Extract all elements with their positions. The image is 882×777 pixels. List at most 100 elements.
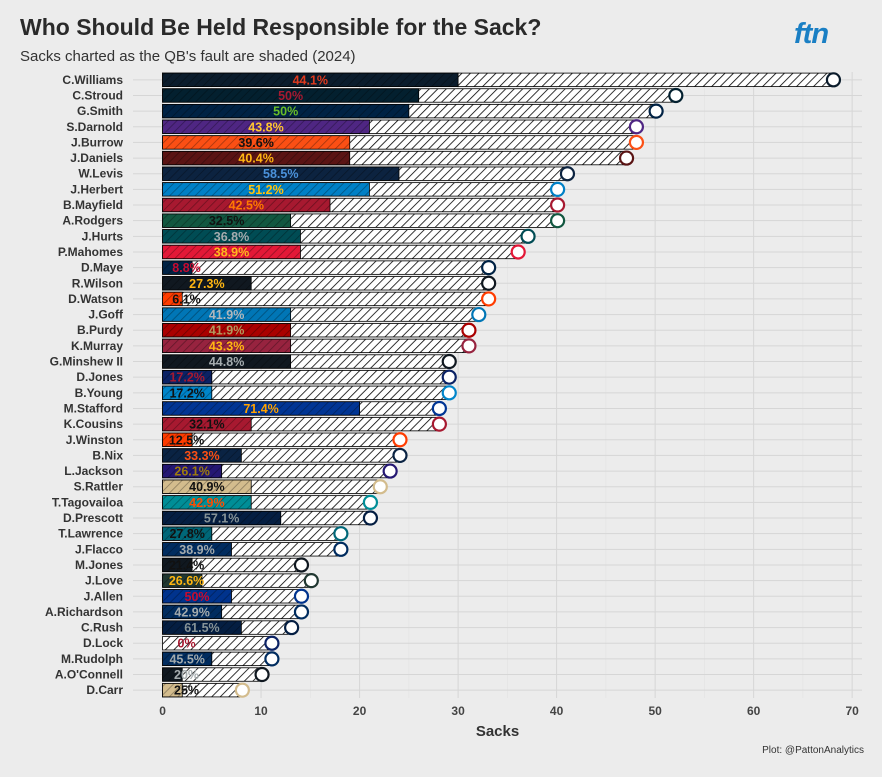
team-logo-icon xyxy=(431,416,447,432)
qb-fault-bar-hatch xyxy=(162,229,301,244)
team-logo-icon xyxy=(510,244,526,260)
x-tick-label: 10 xyxy=(254,704,268,718)
percent-data-label: 27.3% xyxy=(189,277,224,291)
y-tick-label: C.Rush xyxy=(81,621,123,635)
percent-data-label: 20% xyxy=(174,668,199,682)
team-logo-icon xyxy=(333,541,349,557)
percent-data-label: 17.2% xyxy=(169,371,204,385)
percent-data-label: 44.1% xyxy=(293,73,328,87)
team-logo-icon xyxy=(362,510,379,526)
y-tick-label: S.Darnold xyxy=(66,120,123,134)
y-tick-label: D.Jones xyxy=(76,370,123,384)
y-tick-label: K.Murray xyxy=(71,339,123,353)
qb-fault-bar-hatch xyxy=(162,386,212,400)
percent-data-label: 41.9% xyxy=(209,324,244,338)
qb-fault-bar-hatch xyxy=(162,307,291,322)
percent-data-label: 50% xyxy=(273,105,298,119)
y-tick-label: A.Richardson xyxy=(45,605,123,619)
qb-fault-bar-hatch xyxy=(162,464,222,478)
y-tick-label: J.Allen xyxy=(84,589,123,603)
team-logo-icon xyxy=(392,432,408,448)
chart-title: Who Should Be Held Responsible for the S… xyxy=(20,14,542,40)
qb-fault-bar-hatch xyxy=(162,354,291,369)
qb-fault-bar-hatch xyxy=(162,88,419,103)
qb-fault-bar-hatch xyxy=(162,151,350,165)
percent-data-label: 8.8% xyxy=(172,261,201,275)
y-tick-label: M.Rudolph xyxy=(61,652,123,666)
team-logo-icon xyxy=(392,447,408,464)
team-logo-icon xyxy=(293,557,310,573)
percent-data-label: 42.9% xyxy=(189,496,224,510)
qb-fault-bar-hatch xyxy=(162,166,399,181)
y-tick-label: D.Maye xyxy=(81,261,123,275)
qb-fault-bar-hatch xyxy=(162,589,232,604)
percent-data-label: 50% xyxy=(278,89,303,103)
team-logo-icon xyxy=(431,400,447,417)
percent-data-label: 42.5% xyxy=(229,199,264,213)
team-logo-icon xyxy=(668,87,684,104)
total-sacks-bar xyxy=(162,260,489,275)
team-logo-icon xyxy=(481,275,497,291)
total-sacks-bar xyxy=(162,291,489,307)
y-tick-label: K.Cousins xyxy=(64,417,124,431)
ftn-logo: ftn xyxy=(794,18,829,50)
team-logo-icon xyxy=(471,306,487,323)
qb-fault-bar-hatch xyxy=(162,542,232,557)
qb-fault-bar-hatch xyxy=(162,182,370,197)
y-tick-label: S.Rattler xyxy=(74,480,124,494)
qb-fault-bar-hatch xyxy=(162,292,183,306)
team-logo-icon xyxy=(234,682,250,698)
percent-data-label: 33.3% xyxy=(184,449,219,463)
team-logo-icon xyxy=(254,666,270,683)
x-tick-label: 50 xyxy=(648,704,662,718)
y-tick-label: G.Smith xyxy=(77,104,123,118)
qb-fault-bar-hatch xyxy=(162,558,193,572)
y-tick-label: M.Jones xyxy=(75,558,123,572)
percent-data-label: 17.2% xyxy=(169,386,204,400)
y-tick-label: G.Minshew II xyxy=(50,355,123,369)
y-tick-label: J.Flacco xyxy=(75,542,123,556)
team-logo-icon xyxy=(628,119,645,135)
qb-fault-bar-hatch xyxy=(162,448,242,463)
team-logo-icon xyxy=(382,463,398,479)
percent-data-label: 38.9% xyxy=(214,245,249,259)
team-logo-icon xyxy=(372,479,388,495)
team-logo-icon xyxy=(293,588,310,604)
y-tick-label: J.Herbert xyxy=(70,182,123,196)
qb-fault-bar-hatch xyxy=(162,620,242,635)
team-logo-icon xyxy=(333,526,349,542)
qb-fault-bar-hatch xyxy=(162,73,459,87)
x-tick-label: 20 xyxy=(353,704,367,718)
percent-data-label: 43.8% xyxy=(248,120,283,134)
percent-data-label: 21.4% xyxy=(169,558,204,572)
percent-data-label: 50% xyxy=(185,590,210,604)
percent-data-label: 58.5% xyxy=(263,167,298,181)
percent-data-label: 36.8% xyxy=(214,230,249,244)
team-logo-icon xyxy=(264,651,280,667)
qb-fault-bar-hatch xyxy=(162,652,212,666)
team-logo-icon xyxy=(264,635,280,651)
team-logo-icon xyxy=(550,197,566,213)
percent-data-label: 43.3% xyxy=(209,339,244,353)
y-tick-label: T.Lawrence xyxy=(58,527,123,541)
percent-data-label: 40.9% xyxy=(189,480,224,494)
y-tick-label: C.Williams xyxy=(62,73,123,87)
chart-subtitle: Sacks charted as the QB's fault are shad… xyxy=(20,48,356,65)
percent-data-label: 41.9% xyxy=(209,308,244,322)
y-tick-label: P.Mahomes xyxy=(58,245,123,259)
y-tick-label: B.Mayfield xyxy=(63,198,123,212)
y-tick-label: M.Stafford xyxy=(64,401,123,415)
qb-fault-bar-hatch xyxy=(162,120,370,134)
y-tick-label: A.O'Connell xyxy=(55,668,123,682)
y-tick-label: D.Watson xyxy=(68,292,123,306)
qb-fault-bar-hatch xyxy=(162,370,212,384)
qb-fault-bar-hatch xyxy=(162,339,291,353)
x-tick-label: 70 xyxy=(845,704,859,718)
percent-data-label: 26.1% xyxy=(174,465,209,479)
qb-fault-bar-hatch xyxy=(162,245,301,259)
y-tick-label: J.Hurts xyxy=(82,229,124,243)
qb-fault-bar-hatch xyxy=(162,511,281,525)
qb-fault-bar-hatch xyxy=(162,573,202,588)
y-tick-label: D.Carr xyxy=(86,683,123,697)
